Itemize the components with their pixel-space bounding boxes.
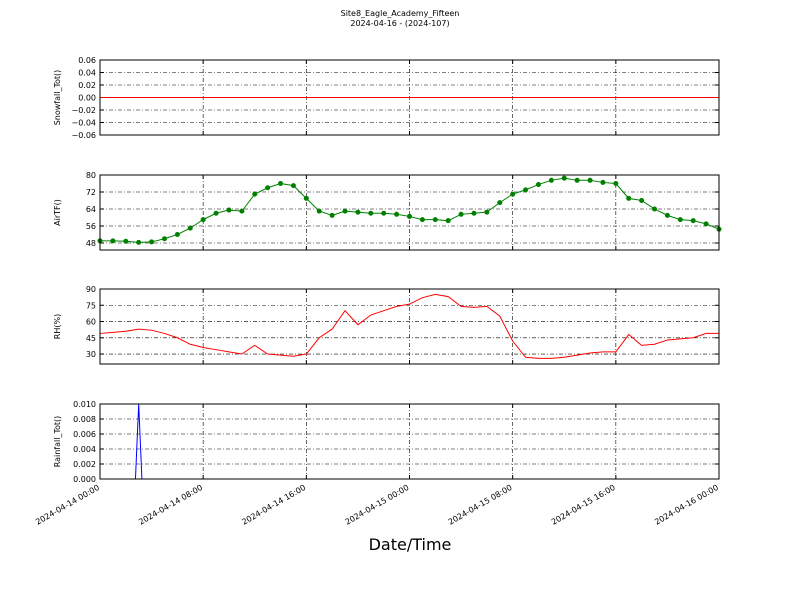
y-tick-label: 0.010 bbox=[73, 400, 96, 409]
data-point bbox=[664, 212, 670, 218]
y-tick-label: 0.02 bbox=[78, 81, 96, 90]
y-tick-label: −0.02 bbox=[71, 106, 96, 115]
data-point bbox=[394, 211, 400, 217]
y-axis-label: AirTF() bbox=[53, 199, 62, 226]
y-tick-label: 48 bbox=[86, 239, 96, 248]
y-tick-label: 0.008 bbox=[73, 415, 96, 424]
data-point bbox=[407, 213, 412, 219]
y-axis-label: RH(%) bbox=[53, 314, 62, 339]
y-tick-label: 90 bbox=[86, 285, 96, 294]
data-point bbox=[290, 183, 296, 189]
data-point bbox=[342, 208, 348, 214]
y-tick-label: 0.006 bbox=[73, 430, 96, 439]
y-tick-label: −0.06 bbox=[71, 131, 96, 140]
data-point bbox=[574, 177, 580, 183]
y-tick-label: 45 bbox=[86, 334, 96, 343]
data-point bbox=[561, 175, 567, 181]
data-point bbox=[587, 177, 593, 183]
data-point bbox=[523, 187, 529, 193]
data-point bbox=[265, 185, 271, 191]
data-point bbox=[303, 195, 309, 201]
data-point bbox=[278, 180, 284, 186]
data-point bbox=[497, 200, 503, 206]
title: Site8_Eagle_Academy_Fifteen bbox=[341, 9, 460, 18]
data-point bbox=[110, 238, 116, 244]
y-tick-label: 72 bbox=[86, 188, 96, 197]
data-point bbox=[626, 195, 632, 201]
data-point bbox=[355, 209, 361, 215]
data-point bbox=[677, 217, 683, 223]
axes-frame bbox=[99, 403, 720, 480]
data-line bbox=[99, 293, 719, 359]
y-tick-label: 0.00 bbox=[78, 94, 96, 103]
y-tick-label: 64 bbox=[86, 205, 96, 214]
data-point bbox=[174, 231, 180, 237]
y-tick-label: 56 bbox=[86, 222, 96, 231]
data-point bbox=[419, 217, 425, 223]
data-point bbox=[381, 210, 387, 216]
y-tick-label: 30 bbox=[86, 350, 96, 359]
data-point bbox=[471, 210, 477, 216]
data-point bbox=[213, 210, 219, 216]
y-tick-label: 0.004 bbox=[73, 445, 96, 454]
data-point bbox=[613, 180, 619, 186]
y-tick-label: −0.04 bbox=[71, 119, 96, 128]
data-point bbox=[535, 182, 541, 188]
y-tick-label: 0.000 bbox=[73, 475, 96, 484]
data-point bbox=[316, 208, 322, 214]
data-point bbox=[690, 218, 696, 224]
data-point bbox=[329, 212, 335, 218]
y-tick-label: 60 bbox=[86, 318, 96, 327]
x-axis-label: Date/Time bbox=[369, 535, 452, 554]
data-point bbox=[161, 236, 167, 242]
data-point bbox=[252, 191, 258, 197]
subtitle: 2024-04-16 - (2024-107) bbox=[350, 19, 449, 28]
data-point bbox=[703, 221, 709, 227]
data-point bbox=[239, 208, 245, 214]
y-axis-label: Snowfall_Tot() bbox=[53, 70, 62, 126]
data-point bbox=[123, 238, 129, 244]
data-point bbox=[226, 207, 232, 213]
data-point bbox=[652, 206, 658, 212]
data-point bbox=[136, 239, 142, 245]
data-point bbox=[639, 197, 645, 203]
data-point bbox=[200, 217, 206, 223]
data-point bbox=[484, 209, 490, 215]
y-tick-label: 0.04 bbox=[78, 69, 96, 78]
y-tick-label: 0.06 bbox=[78, 56, 96, 65]
axes-frame bbox=[99, 288, 720, 365]
data-point bbox=[458, 211, 464, 217]
y-tick-label: 0.002 bbox=[73, 460, 96, 469]
axes-frame bbox=[99, 174, 720, 251]
y-tick-label: 80 bbox=[86, 171, 96, 180]
y-axis-label: Rainfall_Tot() bbox=[53, 416, 62, 468]
data-point bbox=[432, 217, 438, 223]
data-point bbox=[368, 210, 374, 216]
data-point bbox=[548, 177, 554, 183]
y-tick-label: 75 bbox=[86, 301, 96, 310]
data-point bbox=[510, 191, 516, 197]
axes-frame bbox=[99, 59, 720, 136]
data-point bbox=[600, 179, 606, 185]
data-point bbox=[149, 239, 155, 245]
data-point bbox=[187, 225, 193, 231]
data-point bbox=[445, 218, 451, 224]
